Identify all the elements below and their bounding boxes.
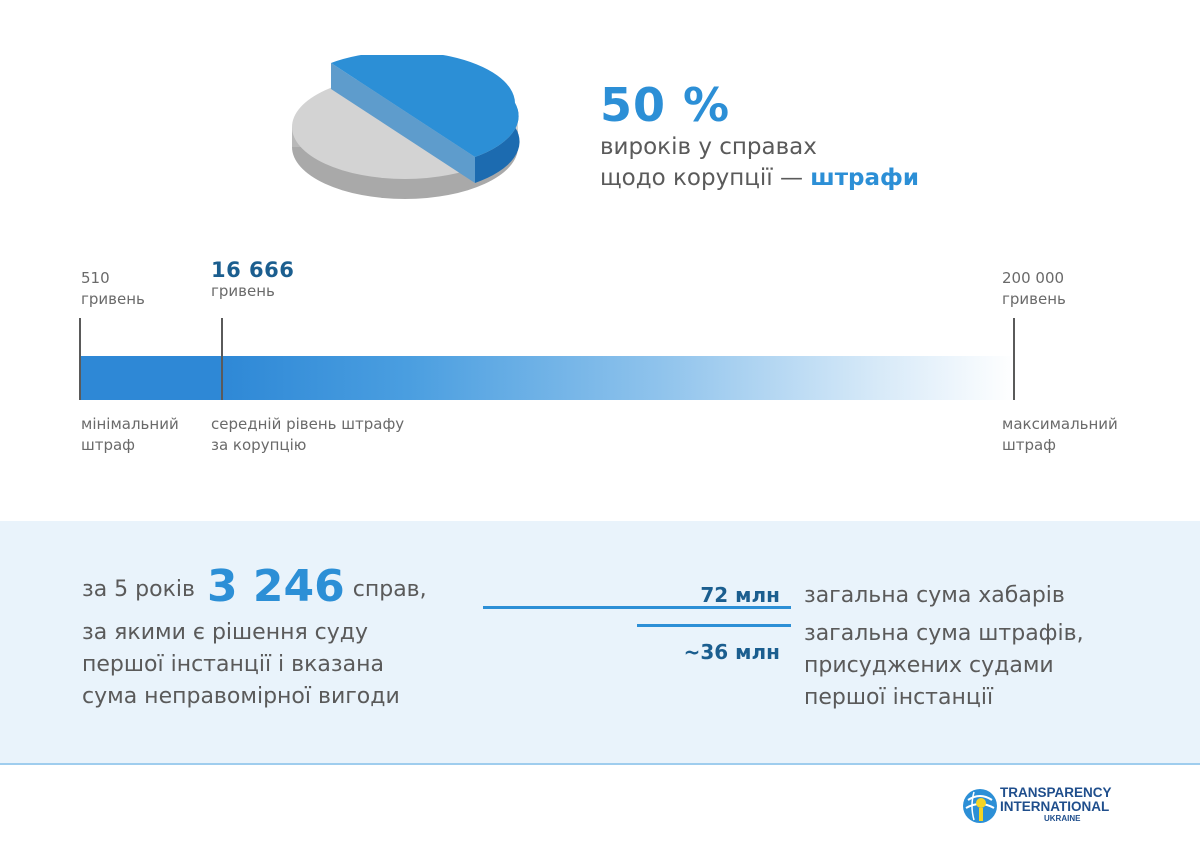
fines-line	[637, 624, 791, 627]
scale-max-caption-line2: штраф	[1002, 436, 1057, 454]
headline-line2-accent: штрафи	[810, 165, 919, 191]
cases-desc-line2: першої інстанції і вказана	[82, 652, 384, 677]
scale-max-tick	[1013, 318, 1015, 400]
pie-chart-graphic	[292, 55, 520, 199]
fines-label-line1: загальна сума штрафів,	[804, 621, 1084, 646]
bribes-value: 72 млн	[700, 583, 780, 607]
bribes-line	[483, 606, 791, 609]
logo-line1: TRANSPARENCY	[1000, 785, 1112, 800]
scale-avg-tick	[221, 318, 223, 400]
scale-min-value: 510	[81, 269, 110, 287]
headline-percent: 50 %	[600, 78, 731, 132]
headline-line2-prefix: щодо корупції —	[600, 165, 803, 191]
scale-min-label: 510 гривень	[81, 268, 145, 310]
fines-label-line3: першої інстанції	[804, 685, 994, 710]
cases-description: за якими є рішення суду першої інстанції…	[82, 617, 442, 713]
headline-line1: вироків у справах	[600, 134, 817, 160]
headline-text: вироків у справах щодо корупції — штрафи	[600, 132, 919, 194]
pie-slice-top	[331, 55, 519, 157]
fines-label: загальна сума штрафів, присуджених судам…	[804, 618, 1084, 714]
scale-min-caption-line1: мінімальний	[81, 415, 179, 433]
pie-slice-side	[331, 63, 475, 183]
cases-prefix: за 5 років	[82, 577, 195, 602]
scale-max-caption-line1: максимальний	[1002, 415, 1118, 433]
bribes-label: загальна сума хабарів	[804, 583, 1065, 608]
fine-scale-bar	[80, 356, 1015, 400]
transparency-international-logo: TRANSPARENCY INTERNATIONAL UKRAINE	[962, 784, 1132, 828]
scale-max-value: 200 000	[1002, 269, 1065, 287]
cases-desc-line3: сума неправомірної вигоди	[82, 684, 400, 709]
scale-max-caption: максимальний штраф	[1002, 414, 1118, 456]
scale-min-caption: мінімальний штраф	[81, 414, 179, 456]
headline-line2: щодо корупції — штрафи	[600, 163, 919, 194]
cases-line: за 5 років 3 246 справ,	[82, 556, 427, 612]
summary-band	[0, 521, 1200, 765]
fines-label-line2: присуджених судами	[804, 653, 1054, 678]
logo-text: TRANSPARENCY INTERNATIONAL UKRAINE	[1000, 786, 1112, 824]
scale-min-tick	[79, 318, 81, 400]
scale-avg-label: 16 666 гривень	[211, 260, 294, 302]
scale-avg-unit: гривень	[211, 282, 275, 300]
cases-suffix: справ,	[352, 577, 427, 602]
scale-avg-caption: середній рівень штрафу за корупцію	[211, 414, 404, 456]
scale-max-label: 200 000 гривень	[1002, 268, 1066, 310]
scale-avg-caption-line2: за корупцію	[211, 436, 307, 454]
ti-globe-icon	[963, 789, 997, 823]
cases-desc-line1: за якими є рішення суду	[82, 620, 369, 645]
scale-min-unit: гривень	[81, 290, 145, 308]
cases-count: 3 246	[206, 561, 345, 612]
scale-min-caption-line2: штраф	[81, 436, 136, 454]
fines-value: ~36 млн	[683, 640, 780, 664]
scale-avg-caption-line1: середній рівень штрафу	[211, 415, 405, 433]
logo-line3: UKRAINE	[1044, 814, 1081, 823]
scale-max-unit: гривень	[1002, 290, 1066, 308]
scale-avg-value: 16 666	[211, 258, 295, 282]
pie-slice-outer-side	[475, 103, 520, 183]
logo-line2: INTERNATIONAL	[1000, 799, 1110, 814]
